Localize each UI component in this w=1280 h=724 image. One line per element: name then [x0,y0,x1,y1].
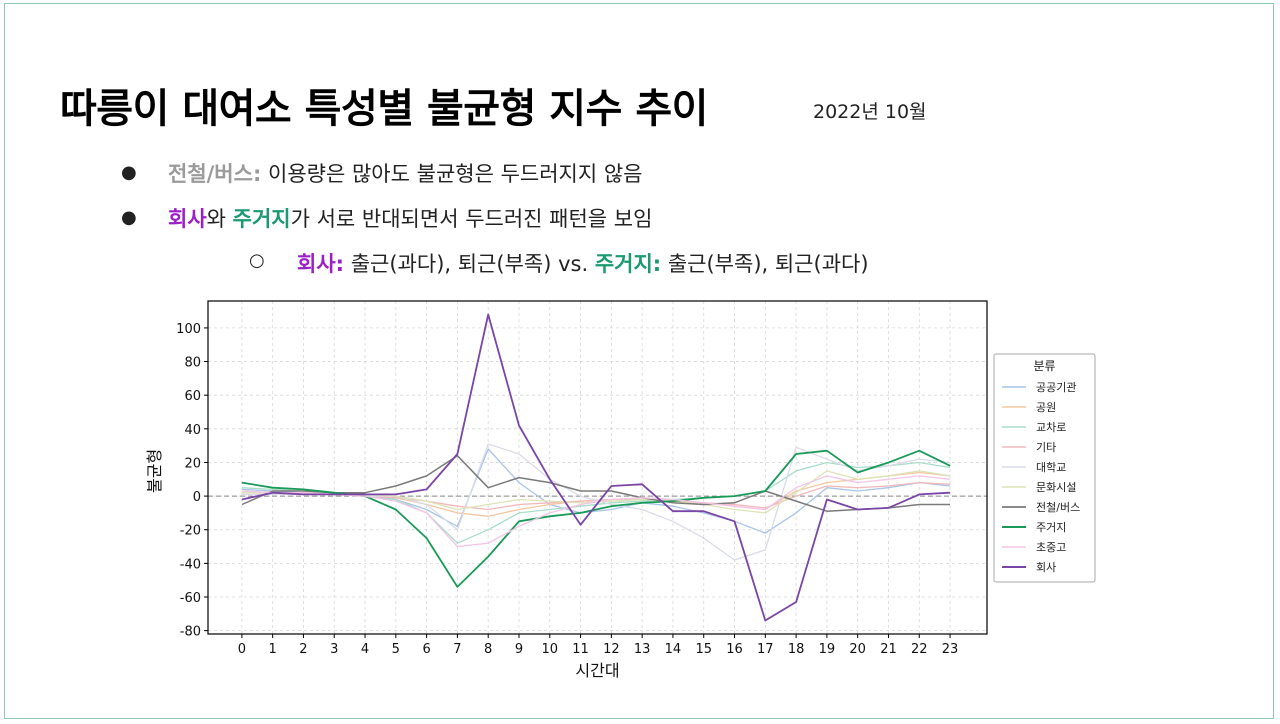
x-tick-label: 22 [911,642,928,657]
series-line-교차로 [241,461,951,544]
sub-bullet-text-residential: 출근(부족), 퇴근(과다) [661,252,869,276]
legend-label: 주거지 [1036,521,1066,534]
x-tick-label: 8 [484,642,492,657]
y-tick-label: 100 [176,322,201,337]
x-tick-label: 13 [634,642,651,657]
sub-bullet-text-company: 출근(과다), 퇴근(부족) vs. [344,252,595,276]
bullet-2-mid: 와 [206,207,233,231]
x-axis-label: 시간대 [575,661,619,680]
y-tick-label: 80 [184,356,201,371]
x-tick-label: 2 [299,642,307,657]
legend-label: 공공기관 [1036,381,1076,394]
x-tick-label: 3 [330,642,338,657]
x-tick-label: 12 [603,642,620,657]
y-tick-label: -40 [180,557,201,572]
legend-label: 전철/버스 [1036,501,1080,514]
bullet-dot: ● [121,207,137,228]
bullet-1-text: 이용량은 많아도 불균형은 두드러지지 않음 [261,162,643,186]
bullet-2-label-residential: 주거지 [232,207,291,231]
sub-bullet-label-residential: 주거지: [594,252,662,276]
chart-series [241,313,951,622]
sub-bullet-label-company: 회사: [297,252,345,276]
x-tick-label: 15 [695,642,712,657]
legend-label: 문화시설 [1036,481,1076,494]
legend-title: 분류 [1033,359,1055,373]
legend-label: 공원 [1036,401,1056,414]
y-tick-label: 20 [184,456,201,471]
legend-label: 대학교 [1036,461,1066,474]
legend-label: 기타 [1036,441,1056,454]
chart-grid [208,301,987,634]
x-tick-label: 21 [880,642,897,657]
series-line-주거지 [241,449,951,588]
legend-box [993,353,1096,583]
y-tick-label: 40 [184,423,201,438]
y-tick-label: -60 [180,591,201,606]
plot-area-frame [207,300,988,635]
x-tick-label: 7 [453,642,461,657]
y-tick-label: 60 [184,389,201,404]
y-tick-label: -80 [180,625,201,640]
x-tick-label: 11 [572,642,589,657]
x-tick-label: 5 [392,642,400,657]
x-tick-label: 0 [238,642,246,657]
x-tick-label: 23 [942,642,959,657]
bullet-2-label-company: 회사 [168,207,207,231]
series-line-회사 [241,313,951,622]
sub-bullet: ○ 회사: 출근(과다), 퇴근(부족) vs. 주거지: 출근(부족), 퇴근… [249,248,869,278]
bullet-2-text: 가 서로 반대되면서 두드러진 패턴을 보임 [290,207,653,231]
bullet-dot: ● [121,162,137,183]
x-tick-label: 4 [361,642,369,657]
y-tick-label: -20 [180,524,201,539]
x-axis-ticks: 0 1 2 3 4 5 6 7 8 9 10 11 12 13 14 15 16 17 18 19 20 21 22 23 [238,634,959,657]
slide-date: 2022년 10월 [813,101,927,123]
x-tick-label: 6 [422,642,430,657]
slide-frame [4,3,1274,719]
bullet-1: ● 전철/버스: 이용량은 많아도 불균형은 두드러지지 않음 [121,158,643,188]
x-tick-label: 18 [788,642,805,657]
series-line-초중고 [241,475,951,548]
x-tick-label: 16 [726,642,743,657]
x-tick-label: 20 [849,642,866,657]
x-tick-label: 9 [515,642,523,657]
y-axis-ticks: -80 -60 -40 -20 0 20 40 60 80 100 [176,322,208,640]
sub-bullet-dot: ○ [249,250,265,271]
x-tick-label: 1 [269,642,277,657]
slide-title: 따릉이 대여소 특성별 불균형 지수 추이 [60,86,708,132]
x-tick-label: 10 [542,642,559,657]
x-tick-label: 14 [665,642,682,657]
bullet-2: ● 회사와 주거지가 서로 반대되면서 두드러진 패턴을 보임 [121,203,653,233]
legend-label: 초중고 [1036,541,1066,554]
legend-label: 교차로 [1036,421,1066,434]
x-tick-label: 19 [819,642,836,657]
y-tick-label: 0 [193,490,201,505]
bullet-1-label: 전철/버스: [168,162,262,186]
y-axis-label: 불균형 [145,449,164,493]
series-line-전철/버스 [241,454,951,512]
x-tick-label: 17 [757,642,774,657]
legend-label: 회사 [1036,561,1056,574]
